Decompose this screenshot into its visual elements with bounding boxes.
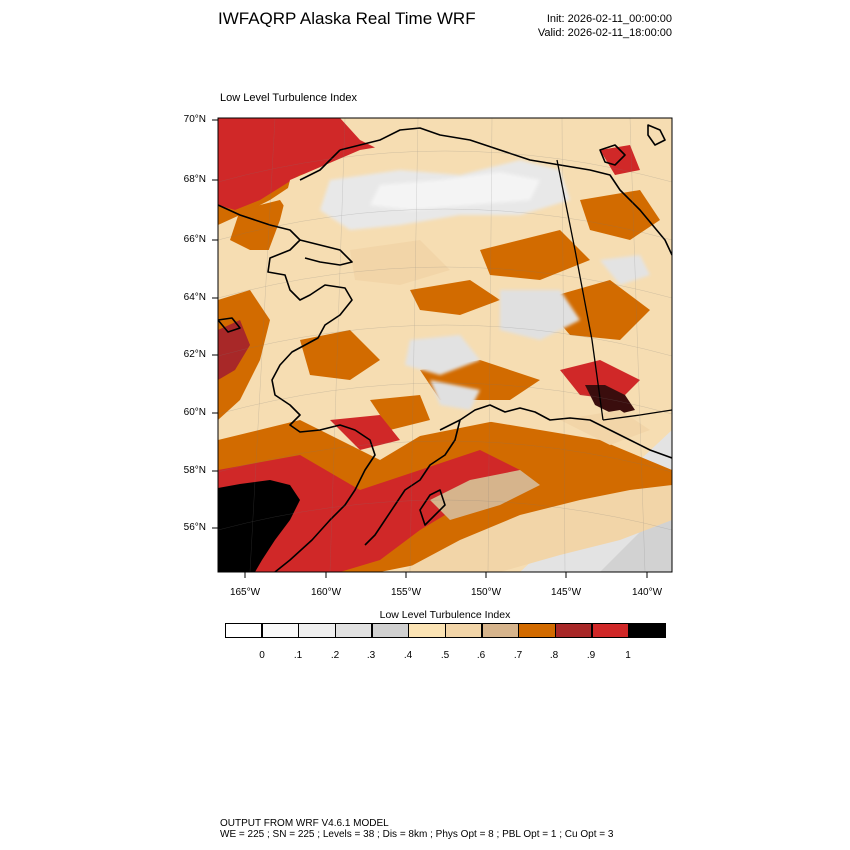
interior-red-patches [330, 145, 640, 450]
border-line-se [602, 409, 672, 421]
valid-time: Valid: 2026-02-11_18:00:00 [537, 27, 672, 39]
legend-tick-label: .1 [293, 650, 303, 661]
legend-title: Low Level Turbulence Index [379, 609, 511, 621]
legend-tick-label: 0 [259, 650, 265, 661]
legend-swatch [335, 623, 373, 638]
legend-tick-label: .5 [440, 650, 450, 661]
legend-tick-label: .2 [330, 650, 340, 661]
footer-config-line: WE = 225 ; SN = 225 ; Levels = 38 ; Dis … [220, 829, 614, 840]
legend-swatch [518, 623, 556, 638]
legend-swatch [628, 623, 666, 638]
lat-label-64: 64°N [183, 292, 206, 303]
legend-tick-label: .3 [366, 650, 376, 661]
legend-tick-label: 1 [625, 650, 631, 661]
legend-tick-label: .7 [513, 650, 523, 661]
gulf-tan-area [400, 485, 672, 572]
axis-ticks [212, 119, 648, 578]
coastal-dark-patch [585, 385, 635, 415]
west-coast-darkred [218, 320, 250, 380]
lat-label-62: 62°N [183, 349, 206, 360]
shelf-tan [430, 470, 540, 520]
legend-swatch [481, 623, 520, 638]
border-line [556, 159, 604, 421]
plot-label: Low Level Turbulence Index [220, 92, 357, 104]
lat-label-70: 70°N [183, 114, 206, 125]
map-frame [217, 117, 673, 573]
gulf-red-area [218, 450, 520, 572]
legend-tick-label: .9 [586, 650, 596, 661]
main-title: IWFAQRP Alaska Real Time WRF [218, 9, 476, 28]
coastline [218, 124, 672, 572]
legend-swatch [225, 623, 263, 638]
lon-label-145: 145°W [550, 587, 582, 598]
legend-swatch [371, 623, 410, 638]
lat-label-58: 58°N [183, 465, 206, 476]
init-time: Init: 2026-02-11_00:00:00 [546, 13, 672, 25]
lon-label-150: 150°W [470, 587, 502, 598]
legend-swatch [591, 623, 630, 638]
legend-swatch [298, 623, 336, 638]
snow-areas [320, 160, 650, 410]
legend-swatch [261, 623, 300, 638]
lat-label-56: 56°N [183, 522, 206, 533]
arctic-red-band [218, 118, 380, 210]
lon-label-140: 140°W [631, 587, 663, 598]
lat-label-68: 68°N [183, 174, 206, 185]
lon-label-165: 165°W [229, 587, 261, 598]
lon-label-155: 155°W [390, 587, 422, 598]
legend-swatch [445, 623, 483, 638]
map-field [218, 118, 672, 572]
legend-swatch [555, 623, 593, 638]
legend-tick-label: .8 [549, 650, 559, 661]
lat-label-60: 60°N [183, 407, 206, 418]
lat-label-66: 66°N [183, 234, 206, 245]
legend-swatch [408, 623, 446, 638]
lon-label-160: 160°W [310, 587, 342, 598]
bering-black-area [218, 480, 300, 572]
footer-model-line: OUTPUT FROM WRF V4.6.1 MODEL [220, 818, 389, 829]
legend-tick-label: .4 [403, 650, 413, 661]
legend-tick-label: .6 [476, 650, 486, 661]
graticule [218, 118, 672, 572]
